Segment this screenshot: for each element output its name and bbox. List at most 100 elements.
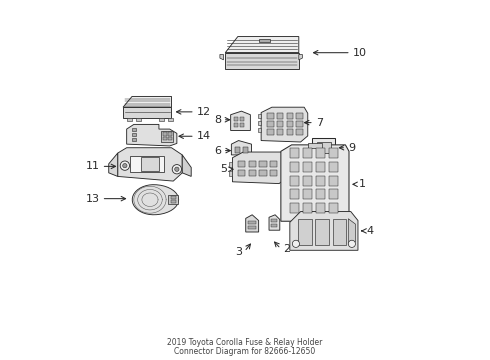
Text: 1: 1 xyxy=(359,179,366,189)
Polygon shape xyxy=(132,133,136,136)
Polygon shape xyxy=(316,176,325,186)
Polygon shape xyxy=(315,219,329,244)
Polygon shape xyxy=(231,140,251,155)
Polygon shape xyxy=(316,189,325,199)
Polygon shape xyxy=(245,215,259,232)
Polygon shape xyxy=(259,170,267,176)
Text: 2: 2 xyxy=(283,244,290,254)
Polygon shape xyxy=(261,107,308,142)
Polygon shape xyxy=(258,114,261,118)
Polygon shape xyxy=(287,129,293,135)
Polygon shape xyxy=(163,136,167,140)
Text: 7: 7 xyxy=(316,118,323,128)
Text: 4: 4 xyxy=(367,226,374,236)
Polygon shape xyxy=(317,142,331,153)
Polygon shape xyxy=(303,162,312,172)
Circle shape xyxy=(175,167,179,171)
Polygon shape xyxy=(270,161,277,167)
Polygon shape xyxy=(267,113,274,119)
Polygon shape xyxy=(303,203,312,213)
Polygon shape xyxy=(329,203,338,213)
Polygon shape xyxy=(290,203,299,213)
Polygon shape xyxy=(290,212,358,250)
Text: 10: 10 xyxy=(353,48,367,58)
Polygon shape xyxy=(269,215,280,230)
Polygon shape xyxy=(316,162,325,172)
Polygon shape xyxy=(248,170,256,176)
Polygon shape xyxy=(182,155,191,176)
Polygon shape xyxy=(248,221,256,224)
Polygon shape xyxy=(259,39,270,42)
Polygon shape xyxy=(240,117,245,121)
Polygon shape xyxy=(126,125,177,146)
Polygon shape xyxy=(168,118,173,121)
Polygon shape xyxy=(303,148,312,158)
Polygon shape xyxy=(277,129,283,135)
Text: 6: 6 xyxy=(214,145,221,156)
Circle shape xyxy=(293,240,299,247)
Text: 5: 5 xyxy=(220,164,227,174)
Polygon shape xyxy=(313,138,335,158)
Polygon shape xyxy=(240,123,245,127)
Polygon shape xyxy=(259,161,267,167)
Polygon shape xyxy=(267,129,274,135)
Polygon shape xyxy=(130,156,164,172)
Polygon shape xyxy=(267,121,274,127)
Polygon shape xyxy=(123,96,172,107)
Polygon shape xyxy=(234,117,238,121)
Polygon shape xyxy=(316,203,325,213)
Polygon shape xyxy=(298,219,312,244)
Polygon shape xyxy=(229,171,232,176)
Text: 14: 14 xyxy=(196,131,211,141)
Circle shape xyxy=(348,240,355,247)
Polygon shape xyxy=(232,152,286,184)
Polygon shape xyxy=(123,107,172,118)
Polygon shape xyxy=(238,161,245,167)
Polygon shape xyxy=(303,176,312,186)
Polygon shape xyxy=(271,224,276,227)
Polygon shape xyxy=(290,176,299,186)
Text: Connector Diagram for 82666-12650: Connector Diagram for 82666-12650 xyxy=(174,347,316,356)
Polygon shape xyxy=(231,111,250,131)
Text: 11: 11 xyxy=(86,161,100,171)
Polygon shape xyxy=(171,201,176,203)
Polygon shape xyxy=(270,170,277,176)
Polygon shape xyxy=(229,162,232,167)
Polygon shape xyxy=(243,147,248,153)
Polygon shape xyxy=(308,143,322,148)
Circle shape xyxy=(122,163,127,168)
Polygon shape xyxy=(126,118,132,121)
Text: 13: 13 xyxy=(86,194,100,204)
Polygon shape xyxy=(132,128,136,131)
Circle shape xyxy=(172,165,181,174)
Polygon shape xyxy=(220,54,223,60)
Polygon shape xyxy=(118,148,182,181)
Polygon shape xyxy=(329,189,338,199)
Polygon shape xyxy=(235,147,240,153)
Polygon shape xyxy=(296,129,303,135)
Polygon shape xyxy=(271,219,276,222)
Polygon shape xyxy=(296,113,303,119)
Polygon shape xyxy=(277,113,283,119)
Polygon shape xyxy=(316,148,325,158)
Polygon shape xyxy=(132,138,136,141)
Polygon shape xyxy=(234,123,238,127)
Polygon shape xyxy=(168,136,172,140)
Polygon shape xyxy=(287,121,293,127)
Polygon shape xyxy=(329,162,338,172)
Polygon shape xyxy=(299,54,302,60)
Polygon shape xyxy=(258,128,261,132)
Polygon shape xyxy=(290,189,299,199)
Polygon shape xyxy=(159,118,164,121)
Text: 2019 Toyota Corolla Fuse & Relay Holder: 2019 Toyota Corolla Fuse & Relay Holder xyxy=(167,338,323,347)
Polygon shape xyxy=(333,219,346,244)
Polygon shape xyxy=(348,219,355,244)
Polygon shape xyxy=(168,195,178,204)
Text: 12: 12 xyxy=(196,107,211,117)
Polygon shape xyxy=(168,132,172,135)
Polygon shape xyxy=(287,113,293,119)
Text: 3: 3 xyxy=(236,247,243,257)
Text: 9: 9 xyxy=(348,143,355,153)
Polygon shape xyxy=(329,148,338,158)
Polygon shape xyxy=(225,37,299,53)
